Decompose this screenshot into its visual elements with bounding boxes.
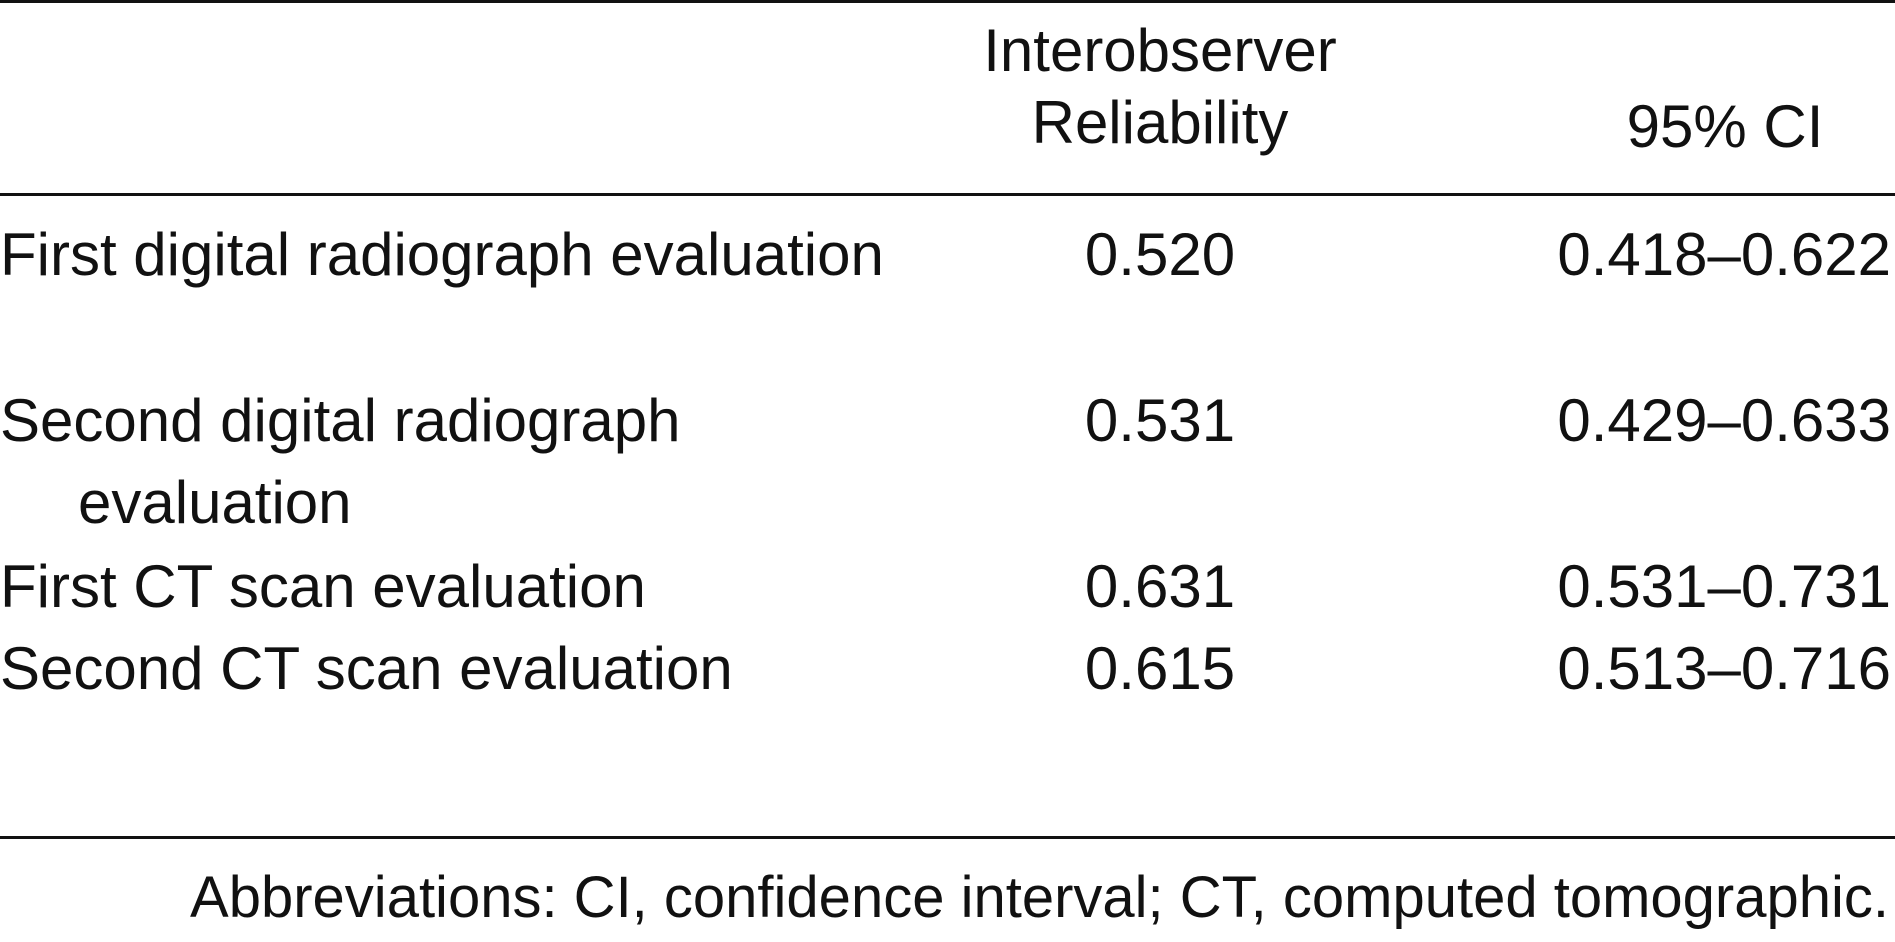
row-label: First digital radiograph evaluation — [0, 221, 884, 288]
header-reliability: Interobserver Reliability — [983, 17, 1337, 156]
row-reliability: 0.631 — [1084, 553, 1236, 620]
bottom-rule — [0, 836, 1895, 839]
row-reliability: 0.531 — [1084, 387, 1236, 454]
table-footnote: Abbreviations: CI, confidence interval; … — [190, 865, 1889, 930]
row-reliability: 0.615 — [1084, 635, 1236, 702]
row-ci: 0.531–0.731 — [1557, 553, 1891, 620]
row-label: First CT scan evaluation — [0, 553, 646, 620]
row-label: Second digital radiograph evaluation — [0, 387, 681, 536]
row-reliability: 0.520 — [1084, 221, 1236, 288]
row-ci: 0.418–0.622 — [1557, 221, 1891, 288]
header-ci: 95% CI — [1626, 93, 1824, 160]
row-ci: 0.513–0.716 — [1557, 635, 1891, 702]
header-rule — [0, 193, 1895, 196]
row-label: Second CT scan evaluation — [0, 635, 733, 702]
row-ci: 0.429–0.633 — [1557, 387, 1891, 454]
top-rule — [0, 0, 1895, 3]
